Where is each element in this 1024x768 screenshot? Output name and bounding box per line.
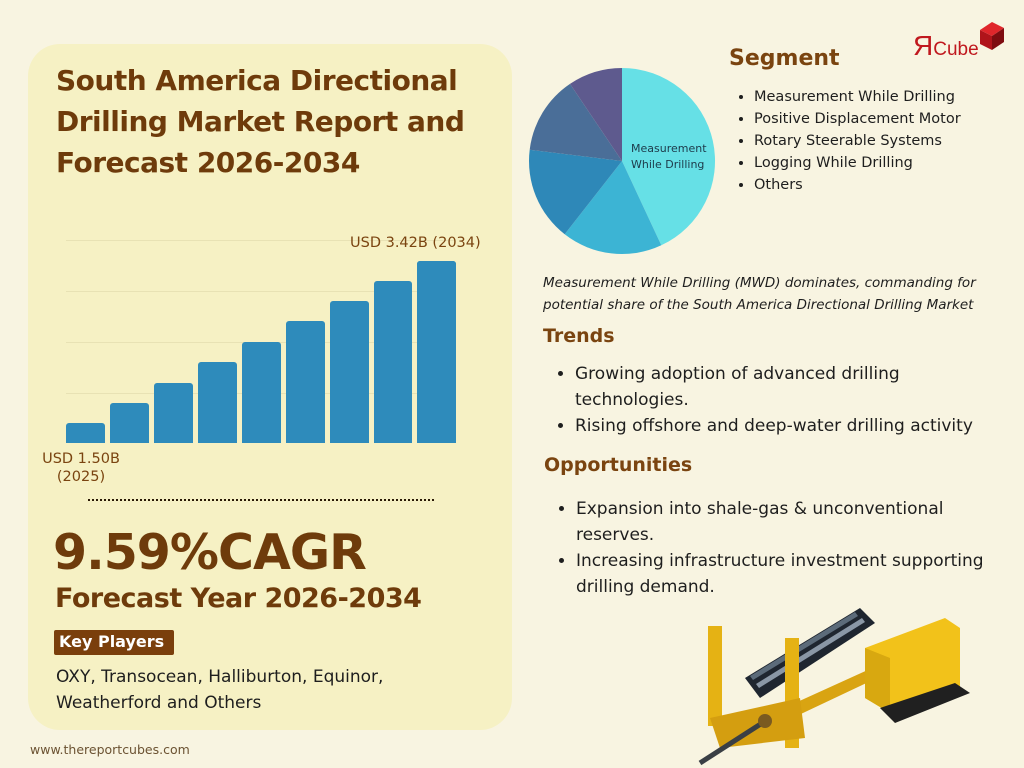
- opportunities-heading: Opportunities: [544, 454, 693, 476]
- page-title: South America Directional Drilling Marke…: [56, 64, 465, 179]
- segment-item: Others: [754, 174, 984, 196]
- bar-2028: [198, 362, 237, 443]
- pie-slice-rss: [529, 149, 622, 235]
- dotted-divider: [88, 499, 434, 501]
- bar-2025: [66, 423, 105, 443]
- logo-cube-icon: [980, 22, 1004, 50]
- pie-slice-label: Measurement While Drilling: [631, 141, 707, 173]
- key-players-badge: Key Players: [54, 630, 175, 655]
- segment-pie-chart: [529, 68, 716, 255]
- bar-2034: [417, 261, 456, 443]
- segment-item: Positive Displacement Motor: [754, 108, 984, 130]
- dominance-note: Measurement While Drilling (MWD) dominat…: [543, 275, 976, 313]
- trends-list: Growing adoption of advanced drilling te…: [555, 361, 1015, 439]
- bar-2026: [110, 403, 149, 443]
- pie-slice-pdm: [564, 161, 662, 255]
- end-value-label: USD 3.42B (2034): [350, 235, 481, 251]
- start-value-year: (2025): [56, 469, 106, 485]
- gridline: [66, 240, 456, 241]
- pie-slice-others: [570, 68, 622, 161]
- segment-item: Rotary Steerable Systems: [754, 130, 984, 152]
- pie-label-line1: Measurement: [631, 142, 707, 155]
- trend-item: Growing adoption of advanced drilling te…: [575, 361, 1015, 413]
- pie-label-line2: While Drilling: [631, 158, 705, 171]
- bar-2032: [374, 281, 412, 443]
- segment-heading: Segment: [729, 46, 840, 71]
- opportunities-list: Expansion into shale-gas & unconventiona…: [556, 496, 1016, 600]
- logo-mark: Я: [913, 30, 934, 61]
- brand-logo: ЯCube: [913, 30, 979, 62]
- website-link[interactable]: www.thereportcubes.com: [30, 742, 190, 757]
- bar-2031: [330, 301, 369, 443]
- logo-text: Cube: [933, 39, 979, 60]
- pie-slice-mwd: [622, 68, 716, 246]
- trend-item: Rising offshore and deep-water drilling …: [575, 413, 1015, 439]
- segment-item: Logging While Drilling: [754, 152, 984, 174]
- pie-slice-lwd: [529, 83, 622, 161]
- drilling-rig-image: [698, 608, 970, 766]
- bar-2030: [286, 321, 325, 443]
- opportunity-item: Expansion into shale-gas & unconventiona…: [576, 496, 1016, 548]
- start-value-label: USD 1.50B (2025): [40, 450, 122, 486]
- start-value-amount: USD 1.50B: [42, 451, 120, 467]
- bar-2027: [154, 383, 193, 443]
- gridline: [66, 291, 456, 292]
- key-players-list: OXY, Transocean, Halliburton, Equinor, W…: [56, 667, 384, 713]
- forecast-period: Forecast Year 2026-2034: [55, 583, 422, 614]
- segment-item: Measurement While Drilling: [754, 86, 984, 108]
- trends-heading: Trends: [543, 325, 615, 347]
- cagr-value: 9.59%CAGR: [53, 524, 367, 581]
- segment-list: Measurement While Drilling Positive Disp…: [734, 86, 984, 196]
- opportunity-item: Increasing infrastructure investment sup…: [576, 548, 1016, 600]
- bar-2029: [242, 342, 281, 443]
